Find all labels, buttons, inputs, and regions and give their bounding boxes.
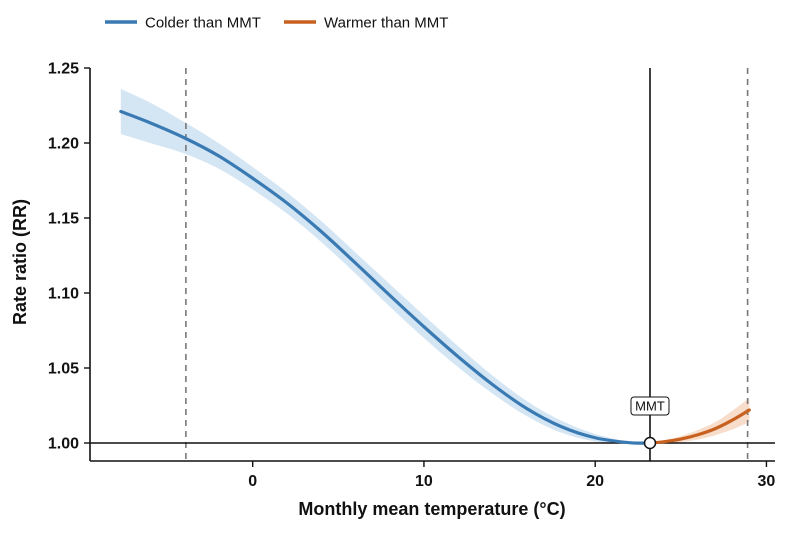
x-tick-label: 10 (415, 473, 433, 490)
x-axis-title: Monthly mean temperature (°C) (298, 499, 565, 519)
confidence-band-cold (120, 89, 650, 444)
y-tick-label: 1.00 (48, 436, 79, 453)
axes: 1.00 1.05 1.10 1.15 1.20 1.25 0 10 20 30 (48, 61, 776, 491)
mmt-label-box (630, 396, 670, 416)
y-tick-label: 1.20 (48, 136, 79, 153)
series-line-cold (119, 109, 652, 445)
confidence-band-warm (649, 398, 750, 444)
y-axis-title: Rate ratio (RR) (10, 199, 30, 325)
mmt-marker (643, 436, 657, 450)
mmt-annotation: MMT (630, 396, 670, 450)
confidence-bands (120, 89, 750, 444)
legend-label-cold: Colder than MMT (145, 15, 261, 32)
x-tick-label: 20 (586, 473, 604, 490)
y-tick-label: 1.25 (48, 61, 79, 78)
mmt-label: MMT (635, 399, 665, 414)
reference-lines (90, 68, 775, 461)
legend-label-warm: Warmer than MMT (324, 15, 448, 32)
series-line-warm (648, 408, 751, 445)
y-tick-label: 1.05 (48, 361, 79, 378)
x-tick-label: 0 (248, 473, 257, 490)
y-tick-label: 1.10 (48, 286, 79, 303)
axis-titles: Monthly mean temperature (°C) Rate ratio… (10, 199, 566, 519)
y-tick-label: 1.15 (48, 211, 79, 228)
legend: Colder than MMT Warmer than MMT (105, 15, 448, 32)
x-tick-label: 30 (758, 473, 776, 490)
series-lines (119, 109, 751, 445)
